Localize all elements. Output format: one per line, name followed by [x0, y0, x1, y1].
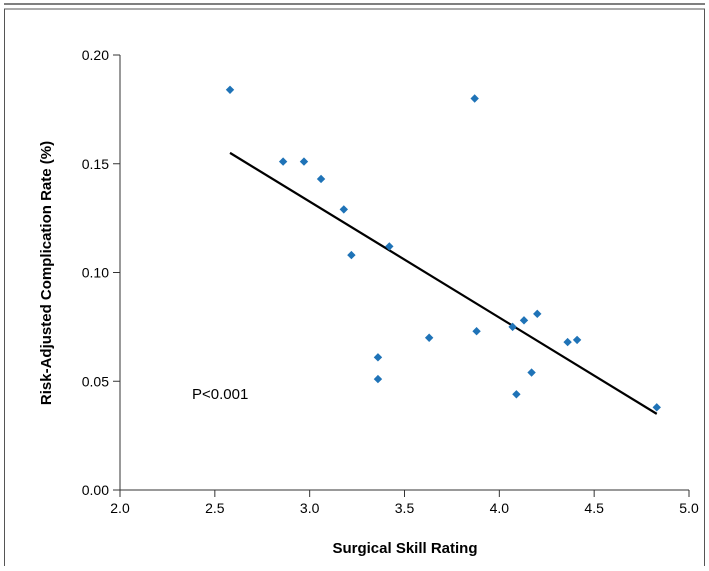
x-tick-label: 3.0 [300, 500, 320, 516]
data-point [652, 403, 661, 412]
x-tick-label: 2.0 [110, 500, 130, 516]
x-tick-label: 2.5 [205, 500, 225, 516]
data-point [373, 353, 383, 362]
data-point [385, 242, 394, 251]
data-point [533, 309, 542, 319]
y-axis-ticks: 0.00 0.05 0.10 0.15 0.20 [82, 47, 120, 498]
x-axis-ticks: 2.0 2.5 3.0 3.5 4.0 4.5 5.0 [110, 490, 699, 516]
data-point [519, 316, 529, 325]
data-point [339, 205, 349, 214]
x-axis-label: Surgical Skill Rating [332, 540, 477, 557]
data-point [512, 390, 521, 399]
data-point [316, 174, 326, 184]
y-tick-label: 0.00 [82, 482, 109, 498]
data-point [299, 157, 309, 166]
data-point [572, 335, 582, 345]
y-tick-label: 0.20 [82, 47, 109, 63]
y-tick-label: 0.15 [82, 156, 109, 172]
regression-line [229, 151, 658, 415]
p-value-annotation: P<0.001 [192, 386, 248, 403]
figure-border [4, 3, 705, 566]
x-tick-label: 4.5 [584, 500, 604, 516]
data-points [225, 85, 661, 412]
trendline-group [229, 151, 658, 415]
data-point [470, 94, 479, 103]
x-tick-label: 5.0 [679, 500, 699, 516]
data-point [225, 85, 235, 94]
data-point [424, 333, 434, 342]
data-point [472, 327, 481, 336]
data-point [563, 337, 572, 347]
data-point [278, 157, 288, 166]
data-point [527, 368, 536, 377]
x-tick-label: 4.0 [490, 500, 510, 516]
data-point [373, 374, 383, 384]
x-tick-label: 3.5 [395, 500, 415, 516]
data-point [508, 322, 517, 332]
y-axis-label: Risk-Adjusted Complication Rate (%) [38, 141, 55, 405]
axes [119, 55, 689, 491]
y-tick-label: 0.10 [82, 265, 109, 281]
data-point [347, 250, 356, 260]
y-tick-label: 0.05 [82, 373, 109, 389]
